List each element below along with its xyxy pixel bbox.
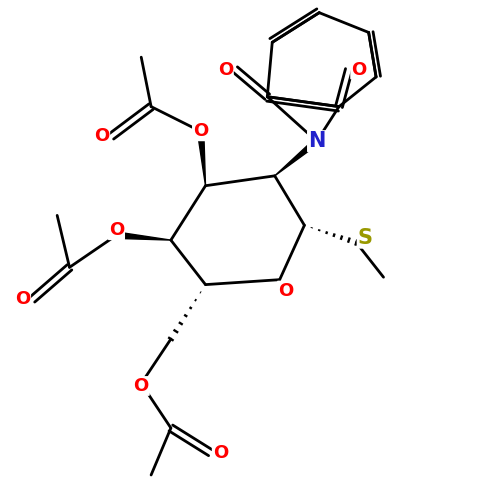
Text: O: O — [212, 444, 228, 462]
Text: O: O — [351, 60, 366, 78]
Text: O: O — [218, 60, 233, 78]
Text: S: S — [358, 228, 372, 248]
Polygon shape — [274, 138, 319, 176]
Text: O: O — [94, 128, 110, 146]
Text: N: N — [308, 131, 326, 151]
Text: O: O — [109, 221, 124, 239]
Polygon shape — [116, 232, 171, 240]
Text: O: O — [278, 282, 293, 300]
Text: O: O — [15, 290, 30, 308]
Polygon shape — [198, 131, 205, 186]
Text: O: O — [193, 122, 208, 140]
Text: O: O — [134, 377, 149, 395]
